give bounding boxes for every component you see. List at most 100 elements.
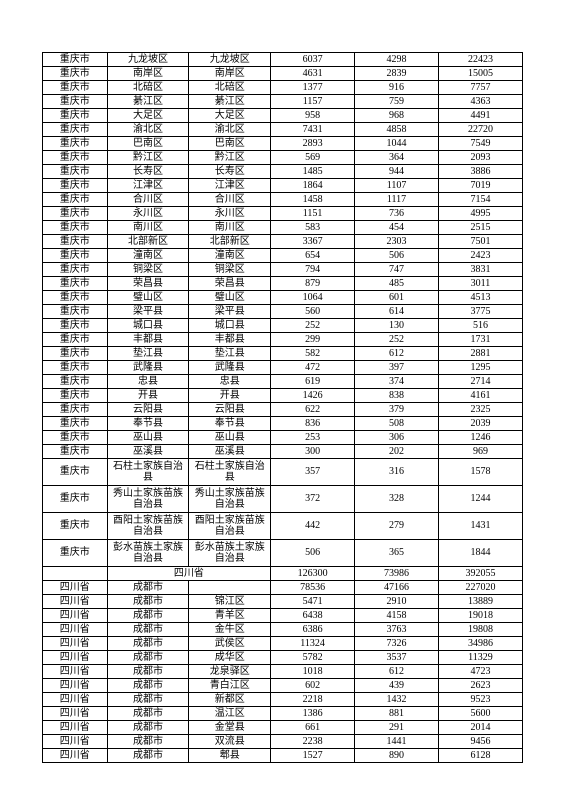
table-cell: 3367 — [271, 235, 355, 249]
table-cell: 四川省 — [43, 749, 108, 763]
table-cell: 重庆市 — [43, 179, 108, 193]
table-cell: 958 — [271, 109, 355, 123]
table-cell: 794 — [271, 263, 355, 277]
table-cell: 252 — [355, 333, 439, 347]
table-cell: 江津区 — [107, 179, 189, 193]
table-cell: 619 — [271, 375, 355, 389]
table-cell: 47166 — [355, 581, 439, 595]
table-cell: 654 — [271, 249, 355, 263]
table-row: 四川省成都市双流县223814419456 — [43, 735, 523, 749]
table-cell: 铜梁区 — [189, 263, 271, 277]
table-cell: 4161 — [439, 389, 523, 403]
table-cell: 重庆市 — [43, 109, 108, 123]
table-cell: 4631 — [271, 67, 355, 81]
table-cell: 202 — [355, 445, 439, 459]
table-cell: 巫溪县 — [107, 445, 189, 459]
table-cell: 重庆市 — [43, 431, 108, 445]
table-cell: 7326 — [355, 637, 439, 651]
table-cell: 6386 — [271, 623, 355, 637]
province-summary-label: 四川省 — [107, 567, 271, 581]
table-cell: 重庆市 — [43, 165, 108, 179]
table-cell: 重庆市 — [43, 417, 108, 431]
table-cell: 454 — [355, 221, 439, 235]
table-cell: 成都市 — [107, 665, 189, 679]
table-cell: 916 — [355, 81, 439, 95]
table-cell: 忠县 — [189, 375, 271, 389]
table-cell: 渝北区 — [107, 123, 189, 137]
table-cell: 成都市 — [107, 581, 189, 595]
table-cell: 516 — [439, 319, 523, 333]
table-cell: 合川区 — [107, 193, 189, 207]
table-cell: 485 — [355, 277, 439, 291]
table-cell: 大足区 — [189, 109, 271, 123]
table-cell: 重庆市 — [43, 67, 108, 81]
table-cell: 2910 — [355, 595, 439, 609]
table-cell: 736 — [355, 207, 439, 221]
table-cell: 垫江县 — [189, 347, 271, 361]
table-cell: 郫县 — [189, 749, 271, 763]
table-cell: 重庆市 — [43, 347, 108, 361]
table-cell: 南岸区 — [107, 67, 189, 81]
data-table: 重庆市九龙坡区九龙坡区6037429822423重庆市南岸区南岸区4631283… — [42, 52, 523, 763]
table-cell: 璧山区 — [189, 291, 271, 305]
table-cell: 759 — [355, 95, 439, 109]
table-cell: 南川区 — [189, 221, 271, 235]
table-cell: 重庆市 — [43, 193, 108, 207]
table-cell: 4158 — [355, 609, 439, 623]
table-cell: 6128 — [439, 749, 523, 763]
table-cell: 15005 — [439, 67, 523, 81]
table-cell: 武隆县 — [107, 361, 189, 375]
table-cell: 长寿区 — [189, 165, 271, 179]
table-cell: 2423 — [439, 249, 523, 263]
table-cell: 506 — [355, 249, 439, 263]
table-cell: 1107 — [355, 179, 439, 193]
table-cell: 金牛区 — [189, 623, 271, 637]
table-cell: 5600 — [439, 707, 523, 721]
table-cell: 130 — [355, 319, 439, 333]
table-cell: 云阳县 — [107, 403, 189, 417]
table-cell: 梁平县 — [189, 305, 271, 319]
table-cell: 彭水苗族土家族自治县 — [189, 540, 271, 567]
table-cell: 19018 — [439, 609, 523, 623]
table-cell: 7501 — [439, 235, 523, 249]
table-cell: 四川省 — [43, 609, 108, 623]
table-row: 重庆市綦江区綦江区11577594363 — [43, 95, 523, 109]
table-cell: 4298 — [355, 53, 439, 67]
table-cell: 重庆市 — [43, 249, 108, 263]
table-cell: 开县 — [189, 389, 271, 403]
table-cell: 忠县 — [107, 375, 189, 389]
table-cell: 1432 — [355, 693, 439, 707]
table-cell: 成都市 — [107, 651, 189, 665]
table-cell: 梁平县 — [107, 305, 189, 319]
table-cell: 4858 — [355, 123, 439, 137]
table-cell: 472 — [271, 361, 355, 375]
table-cell: 彭水苗族土家族自治县 — [107, 540, 189, 567]
table-cell: 合川区 — [189, 193, 271, 207]
table-cell: 石柱土家族自治县 — [107, 459, 189, 486]
table-row: 重庆市开县开县14268384161 — [43, 389, 523, 403]
table-cell: 612 — [355, 347, 439, 361]
table-cell: 836 — [271, 417, 355, 431]
table-cell: 881 — [355, 707, 439, 721]
table-cell: 2238 — [271, 735, 355, 749]
table-cell: 云阳县 — [189, 403, 271, 417]
table-cell: 1386 — [271, 707, 355, 721]
table-cell: 九龙坡区 — [107, 53, 189, 67]
table-cell: 黔江区 — [107, 151, 189, 165]
table-cell: 3831 — [439, 263, 523, 277]
table-cell: 重庆市 — [43, 333, 108, 347]
table-cell: 3011 — [439, 277, 523, 291]
table-cell: 379 — [355, 403, 439, 417]
table-cell: 1864 — [271, 179, 355, 193]
table-cell: 青羊区 — [189, 609, 271, 623]
table-cell: 四川省 — [43, 721, 108, 735]
summary-value: 73986 — [355, 567, 439, 581]
table-row: 重庆市永川区永川区11517364995 — [43, 207, 523, 221]
table-cell: 重庆市 — [43, 513, 108, 540]
table-cell: 22423 — [439, 53, 523, 67]
table-cell: 3775 — [439, 305, 523, 319]
table-cell: 黔江区 — [189, 151, 271, 165]
table-cell: 重庆市 — [43, 137, 108, 151]
table-row: 重庆市九龙坡区九龙坡区6037429822423 — [43, 53, 523, 67]
table-cell: 13889 — [439, 595, 523, 609]
